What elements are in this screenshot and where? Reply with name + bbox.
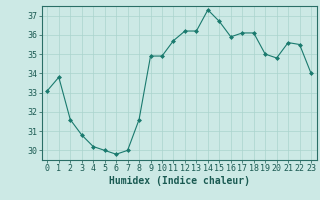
X-axis label: Humidex (Indice chaleur): Humidex (Indice chaleur) — [109, 176, 250, 186]
